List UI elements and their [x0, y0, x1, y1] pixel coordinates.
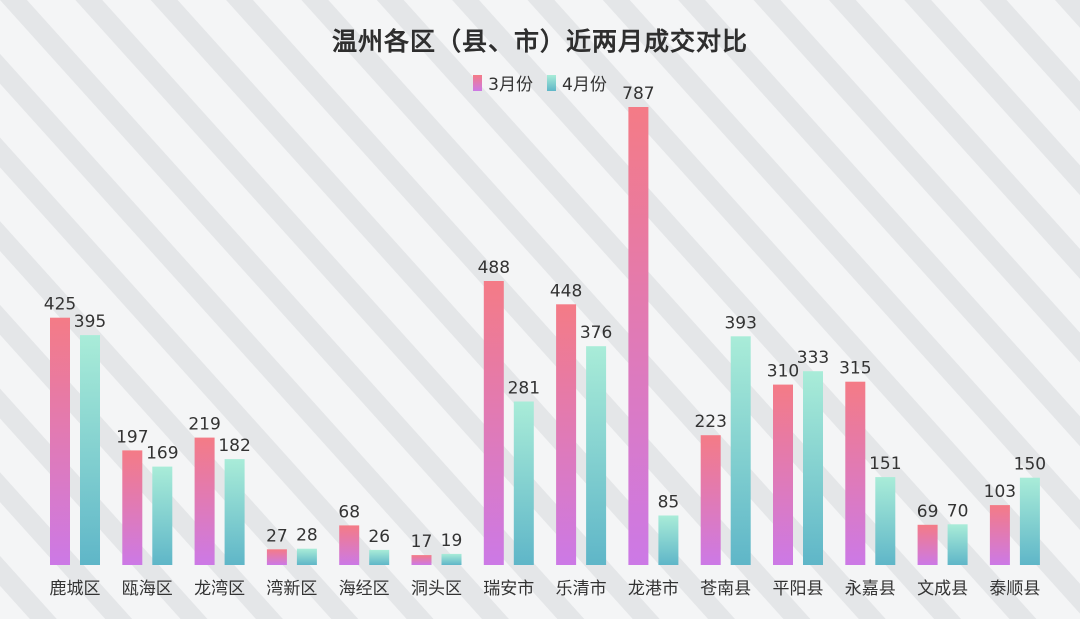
data-label-march-4: 27	[266, 526, 288, 546]
bar-march-2[interactable]	[122, 450, 143, 565]
bar-april-7[interactable]	[513, 401, 534, 566]
data-label-march-6: 17	[411, 532, 433, 552]
x-tick-label-3: 龙湾区	[194, 579, 245, 599]
data-label-april-5: 26	[368, 527, 390, 547]
data-label-march-14: 103	[984, 482, 1016, 502]
x-tick-label-10: 苍南县	[700, 579, 751, 599]
legend-swatch-march	[473, 74, 483, 91]
data-label-april-8: 376	[580, 323, 612, 343]
bar-april-13[interactable]	[947, 524, 968, 565]
data-label-march-9: 787	[622, 84, 654, 104]
x-tick-label-8: 乐清市	[556, 579, 607, 599]
data-label-march-10: 223	[694, 412, 726, 432]
data-label-april-9: 85	[658, 493, 680, 513]
x-tick-label-1: 鹿城区	[50, 579, 101, 599]
x-tick-label-11: 平阳县	[773, 579, 824, 599]
data-label-march-12: 315	[839, 359, 871, 379]
data-label-april-13: 70	[947, 501, 969, 521]
data-label-march-8: 448	[550, 281, 582, 301]
x-tick-label-14: 泰顺县	[989, 579, 1040, 599]
bar-march-1[interactable]	[50, 317, 70, 565]
bar-april-11[interactable]	[803, 371, 823, 565]
data-label-march-11: 310	[767, 362, 799, 382]
x-tick-label-2: 瓯海区	[122, 579, 173, 599]
data-label-march-3: 219	[188, 415, 220, 435]
bar-april-3[interactable]	[224, 459, 245, 565]
chart-legend: 3月份 4月份	[0, 70, 1080, 95]
x-tick-label-7: 瑞安市	[483, 579, 534, 599]
bar-march-6[interactable]	[411, 555, 432, 565]
data-label-march-7: 488	[478, 258, 510, 278]
bar-march-14[interactable]	[989, 505, 1010, 565]
data-label-april-11: 333	[797, 348, 829, 368]
bar-april-5[interactable]	[369, 549, 390, 565]
data-label-april-6: 19	[441, 531, 463, 551]
data-label-april-1: 395	[74, 312, 106, 332]
data-label-april-12: 151	[869, 454, 901, 474]
data-label-april-2: 169	[146, 444, 178, 464]
x-tick-label-13: 文成县	[917, 579, 968, 599]
x-tick-label-5: 海经区	[339, 579, 390, 599]
legend-item-april[interactable]: 4月份	[547, 70, 607, 95]
data-label-april-4: 28	[296, 526, 318, 546]
x-tick-label-6: 洞头区	[411, 579, 462, 599]
bar-april-9[interactable]	[658, 515, 679, 566]
bar-april-14[interactable]	[1019, 477, 1040, 565]
legend-label-march: 3月份	[488, 75, 533, 95]
data-label-march-13: 69	[917, 502, 939, 522]
bar-march-5[interactable]	[339, 525, 360, 565]
data-label-march-5: 68	[338, 502, 360, 522]
data-label-april-14: 150	[1014, 455, 1046, 475]
chart-title: 温州各区（县、市）近两月成交对比	[331, 27, 748, 56]
bar-april-8[interactable]	[586, 346, 607, 565]
bar-march-8[interactable]	[556, 304, 577, 565]
bar-march-7[interactable]	[483, 281, 504, 565]
legend-label-april: 4月份	[562, 75, 607, 95]
x-tick-label-4: 湾新区	[266, 579, 317, 599]
bar-april-6[interactable]	[441, 553, 462, 565]
bar-march-12[interactable]	[845, 381, 866, 565]
bar-march-13[interactable]	[917, 524, 938, 565]
data-label-march-2: 197	[116, 427, 148, 447]
data-label-april-7: 281	[508, 379, 540, 399]
data-label-march-1: 425	[44, 295, 76, 315]
x-tick-label-9: 龙港市	[628, 579, 679, 599]
bar-march-11[interactable]	[773, 384, 793, 565]
bar-march-10[interactable]	[700, 435, 721, 565]
bar-april-4[interactable]	[296, 548, 317, 565]
legend-item-march[interactable]: 3月份	[473, 70, 533, 95]
bar-march-4[interactable]	[266, 549, 287, 565]
bar-march-9[interactable]	[628, 107, 649, 565]
x-tick-label-12: 永嘉县	[845, 579, 896, 599]
data-label-april-10: 393	[724, 313, 756, 333]
bar-april-12[interactable]	[875, 477, 896, 565]
bar-april-2[interactable]	[152, 466, 173, 565]
bar-march-3[interactable]	[194, 437, 215, 565]
data-label-april-3: 182	[218, 436, 250, 456]
bar-april-1[interactable]	[80, 335, 100, 565]
legend-swatch-april	[547, 74, 556, 91]
bar-april-10[interactable]	[730, 336, 751, 565]
